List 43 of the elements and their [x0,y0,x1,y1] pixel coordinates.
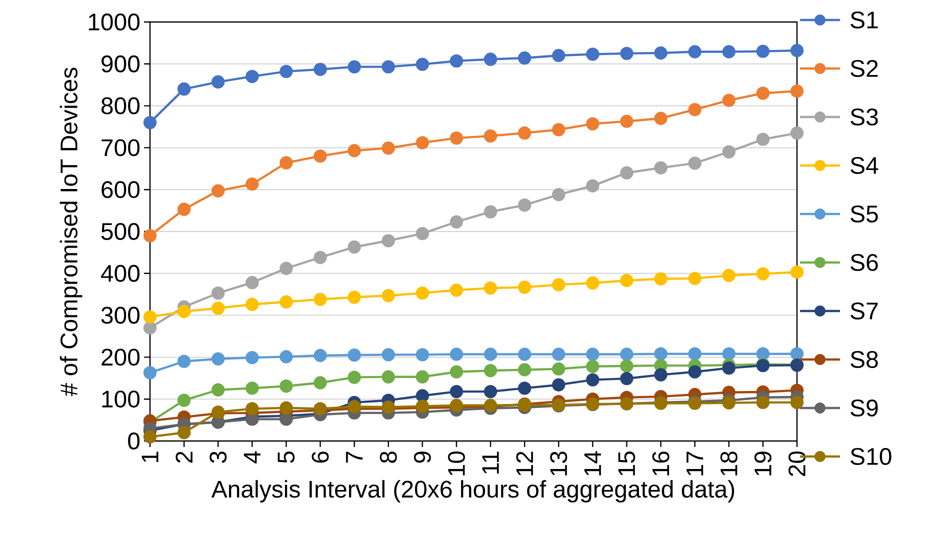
legend-label: S7 [850,302,878,320]
y-tick-label: 1000 [88,14,140,30]
x-tick-label: 20 [788,451,806,476]
x-tick-label: 2 [176,452,192,463]
y-tick-label: 500 [101,223,140,240]
x-tick-label: 5 [278,452,295,463]
x-tick-label: 15 [618,452,636,476]
legend-label: S9 [850,400,878,416]
x-tick-label: 7 [346,452,363,463]
y-tick-label: 800 [101,97,140,114]
x-tick-label: 17 [686,452,704,476]
x-tick-label: 13 [550,452,568,476]
x-tick-label: 11 [482,452,499,474]
legend-label: S2 [850,60,878,77]
x-tick-label: 9 [414,452,431,463]
legend-label: S4 [850,157,878,174]
y-tick-label: 300 [101,306,140,324]
y-tick-label: 700 [102,139,140,156]
x-tick-label: 16 [652,452,670,476]
y-tick-label: 400 [100,264,140,282]
x-tick-label: 3 [210,452,227,463]
x-axis-title: Analysis Interval (20x6 hours of aggregated data) [211,480,734,502]
y-tick-label: 200 [102,348,140,366]
legend-label: S3 [850,108,878,126]
legend-label: S10 [850,448,892,465]
y-tick-label: 100 [102,390,140,408]
x-tick-label: 14 [584,451,601,476]
legend-label: S5 [850,206,878,222]
x-tick-label: 12 [516,452,533,476]
legend-label: S6 [850,254,878,271]
x-tick-label: 1 [142,452,158,462]
x-tick-label: 8 [380,452,397,463]
x-tick-label: 18 [720,452,738,476]
y-tick-label: 900 [102,55,140,72]
legend-label: S1 [850,12,878,28]
x-tick-label: 19 [754,452,772,476]
legend-label: S8 [850,351,878,368]
y-axis-title: # of Compromised IoT Devices [60,68,82,396]
y-tick-label: 0 [128,432,140,450]
y-tick-label: 600 [102,181,140,198]
x-tick-label: 4 [244,451,260,464]
x-tick-label: 10 [448,451,465,476]
x-tick-label: 6 [312,452,329,463]
